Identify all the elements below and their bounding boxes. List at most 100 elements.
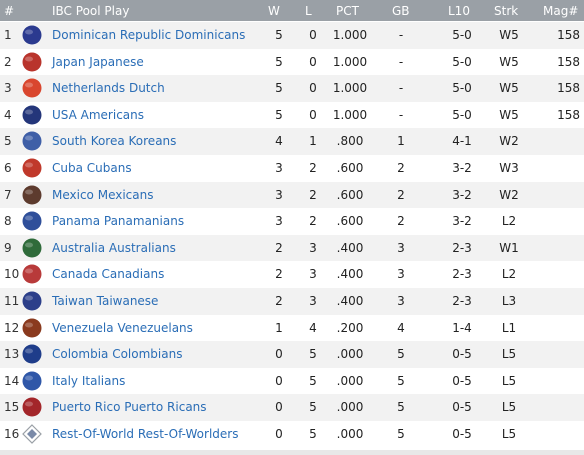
- losses-cell: 2: [309, 187, 317, 202]
- last10-cell: 5-0: [452, 28, 472, 42]
- rank-cell: 10: [4, 267, 20, 282]
- team-name-link[interactable]: Venezuela Venezuelans: [52, 320, 193, 335]
- header-l10[interactable]: L10: [448, 4, 470, 18]
- table-row: 5 South Korea Koreans 4 1 .800 1 4-1 W2: [0, 128, 584, 155]
- last10-cell: 3-2: [452, 214, 472, 229]
- wins-cell: 2: [275, 240, 283, 255]
- rank-cell: 8: [4, 214, 12, 229]
- magic-number-cell: 158: [557, 107, 580, 122]
- losses-cell: 3: [309, 294, 317, 308]
- pct-cell: .400: [336, 240, 364, 255]
- table-row: 7 Mexico Mexicans 3 2 .600 2 3-2 W2: [0, 181, 584, 209]
- team-name-link[interactable]: Puerto Rico Puerto Ricans: [52, 400, 207, 415]
- wins-cell: 5: [275, 107, 283, 122]
- losses-cell: 5: [309, 373, 317, 388]
- losses-cell: 0: [309, 81, 317, 96]
- rank-cell: 13: [4, 347, 20, 362]
- rank-cell: 14: [4, 373, 20, 388]
- wins-cell: 0: [275, 347, 283, 362]
- losses-cell: 3: [309, 240, 317, 255]
- rank-cell: 11: [4, 294, 20, 308]
- pct-cell: 1.000: [332, 54, 368, 69]
- header-wins[interactable]: W: [268, 4, 280, 18]
- team-name-link[interactable]: Mexico Mexicans: [52, 187, 154, 202]
- gb-cell: -: [398, 81, 404, 96]
- team-name-link[interactable]: Colombia Colombians: [52, 347, 183, 362]
- team-name-link[interactable]: Italy Italians: [52, 373, 126, 388]
- team-name-link[interactable]: Panama Panamanians: [52, 214, 185, 229]
- gb-cell: 5: [397, 400, 405, 415]
- table-row: 4 USA Americans 5 0 1.000 - 5-0 W5 158: [0, 101, 584, 129]
- header-losses[interactable]: L: [305, 4, 312, 18]
- header-rank[interactable]: #: [4, 4, 15, 18]
- pct-cell: .000: [336, 400, 364, 415]
- rank-cell: 16: [4, 427, 20, 441]
- pct-cell: .600: [336, 161, 364, 175]
- last10-cell: 2-3: [452, 267, 472, 282]
- table-row: 16 Rest-Of-World Rest-Of-Worlders 0 5 .000 5 0…: [0, 421, 584, 448]
- team-name-link[interactable]: Japan Japanese: [52, 54, 144, 69]
- gb-cell: 3: [397, 240, 405, 255]
- wins-cell: 5: [275, 81, 283, 96]
- rank-cell: 9: [4, 240, 12, 255]
- header-pct[interactable]: PCT: [336, 4, 359, 18]
- gb-cell: 3: [397, 294, 405, 308]
- streak-cell: L5: [501, 373, 517, 388]
- team-logo-icon: [22, 78, 42, 98]
- magic-number-cell: 158: [557, 28, 580, 42]
- team-name-link[interactable]: South Korea Koreans: [52, 134, 177, 149]
- streak-cell: W1: [499, 240, 519, 255]
- gb-cell: 1: [397, 134, 405, 149]
- team-logo-icon: [22, 25, 42, 45]
- wins-cell: 2: [275, 294, 283, 308]
- losses-cell: 0: [309, 54, 317, 69]
- gb-cell: 5: [397, 427, 405, 441]
- header-streak[interactable]: Strk: [494, 4, 519, 18]
- pct-cell: .800: [336, 134, 364, 149]
- wins-cell: 0: [275, 373, 283, 388]
- pct-cell: .400: [336, 294, 364, 308]
- gb-cell: 2: [397, 161, 405, 175]
- wins-cell: 0: [275, 400, 283, 415]
- pct-cell: .200: [336, 320, 364, 335]
- team-logo-icon: [22, 264, 42, 284]
- team-name-link[interactable]: Canada Canadians: [52, 267, 165, 282]
- team-logo-icon: [22, 105, 42, 125]
- table-row: 1 Dominican Republic Dominicans 5 0 1.000 - 5-…: [0, 22, 584, 49]
- team-logo-icon: [22, 371, 42, 391]
- rank-cell: 5: [4, 134, 12, 149]
- pct-cell: 1.000: [332, 107, 368, 122]
- team-name-link[interactable]: Taiwan Taiwanese: [52, 294, 159, 308]
- header-title[interactable]: IBC Pool Play: [52, 4, 130, 18]
- header-gb[interactable]: GB: [392, 4, 410, 18]
- rank-cell: 2: [4, 54, 12, 69]
- last10-cell: 2-3: [452, 240, 472, 255]
- magic-number-cell: 158: [557, 54, 580, 69]
- streak-cell: L1: [501, 320, 517, 335]
- gb-cell: 2: [397, 187, 405, 202]
- losses-cell: 5: [309, 427, 317, 441]
- team-name-link[interactable]: Australia Australians: [52, 240, 176, 255]
- team-name-link[interactable]: Dominican Republic Dominicans: [52, 28, 246, 42]
- gb-cell: 2: [397, 214, 405, 229]
- rank-cell: 12: [4, 320, 20, 335]
- streak-cell: L2: [501, 267, 517, 282]
- wins-cell: 1: [275, 320, 283, 335]
- team-logo-icon: [22, 291, 42, 311]
- wins-cell: 5: [275, 28, 283, 42]
- team-name-link[interactable]: Rest-Of-World Rest-Of-Worlders: [52, 427, 239, 441]
- team-logo-icon: [22, 424, 42, 444]
- team-name-link[interactable]: Cuba Cubans: [52, 161, 132, 175]
- pct-cell: .400: [336, 267, 364, 282]
- team-logo-icon: [22, 397, 42, 417]
- table-row: 12 Venezuela Venezuelans 1 4 .200 4 1-4 L1: [0, 314, 584, 342]
- team-name-link[interactable]: USA Americans: [52, 107, 145, 122]
- gb-cell: 5: [397, 347, 405, 362]
- losses-cell: 2: [309, 214, 317, 229]
- wins-cell: 0: [275, 427, 283, 441]
- table-row: 14 Italy Italians 0 5 .000 5 0-5 L5: [0, 367, 584, 395]
- team-name-link[interactable]: Netherlands Dutch: [52, 81, 165, 96]
- header-magic[interactable]: Mag#: [543, 4, 579, 18]
- rank-cell: 1: [4, 28, 12, 42]
- rank-cell: 4: [4, 107, 12, 122]
